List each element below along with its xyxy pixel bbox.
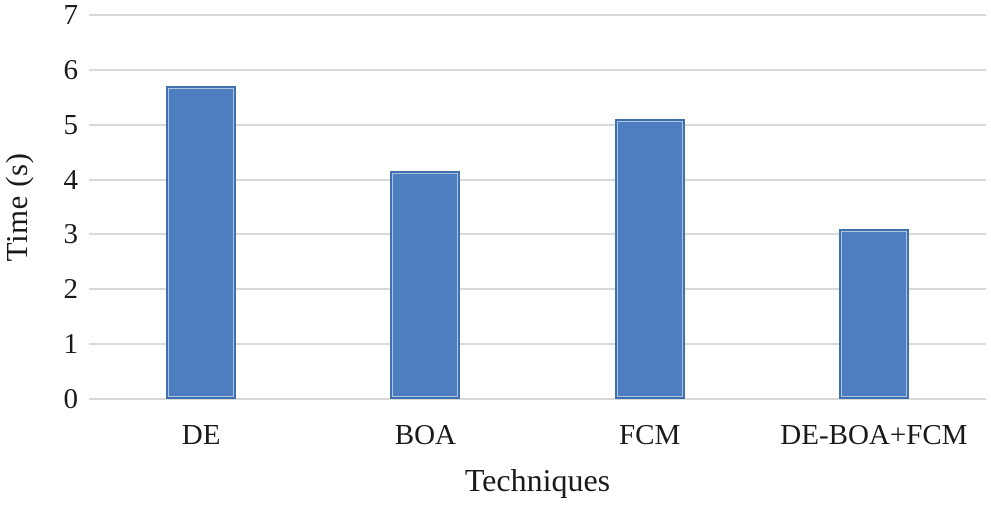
gridline-y-0 xyxy=(89,398,986,400)
gridline-y-7 xyxy=(89,14,986,16)
category-label-FCM: FCM xyxy=(618,419,681,451)
category-label-DE-BOA+FCM: DE-BOA+FCM xyxy=(780,419,968,451)
plot-area xyxy=(89,14,986,400)
gridline-y-4 xyxy=(89,178,986,181)
y-tick-label-1: 1 xyxy=(63,328,79,361)
y-tick-label-2: 2 xyxy=(63,273,79,306)
gridline-y-5 xyxy=(89,123,986,126)
gridline-y-3 xyxy=(89,233,986,236)
bar-DE-BOA+FCM xyxy=(838,228,909,399)
y-tick-label-0: 0 xyxy=(63,383,79,415)
x-axis-title: Techniques xyxy=(464,462,611,498)
x-axis-labels: DE BOA FCM DE-BOA+FCM xyxy=(89,417,986,453)
bar-FCM xyxy=(614,119,685,399)
y-tick-label-7: 7 xyxy=(63,0,79,31)
y-tick-label-6: 6 xyxy=(63,53,79,86)
bar-BOA xyxy=(390,171,461,399)
y-axis-ticks: 0 1 2 3 4 5 6 7 xyxy=(0,0,79,415)
y-tick-label-4: 4 xyxy=(63,163,79,196)
gridline-y-2 xyxy=(89,288,986,291)
bar-DE xyxy=(166,86,237,399)
category-label-DE: DE xyxy=(181,419,221,451)
gridline-y-1 xyxy=(89,343,986,346)
gridline-y-6 xyxy=(89,68,986,71)
category-label-BOA: BOA xyxy=(394,419,456,451)
y-tick-label-3: 3 xyxy=(63,218,79,251)
y-tick-label-5: 5 xyxy=(63,108,79,141)
